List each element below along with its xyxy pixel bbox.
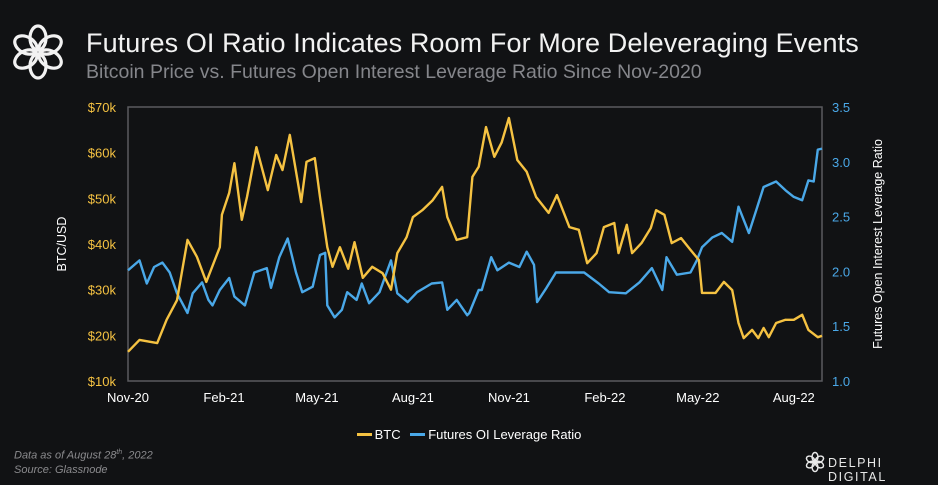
legend-item-btc: BTC [356, 427, 401, 442]
legend-item-oi: Futures OI Leverage Ratio [410, 427, 581, 442]
x-tick-label: Feb-21 [203, 390, 244, 405]
legend-label-btc: BTC [374, 427, 401, 442]
right-tick-label: 1.0 [832, 374, 850, 389]
left-tick-label: $20k [88, 328, 117, 343]
x-axis-ticks: Nov-20 Feb-21 May-21 Aug-21 Nov-21 Feb-22 May-… [107, 390, 815, 405]
legend: BTC Futures OI Leverage Ratio [0, 424, 938, 442]
data-date-year: , 2022 [122, 449, 153, 462]
x-tick-label: Nov-21 [488, 390, 530, 405]
left-tick-label: $70k [88, 100, 117, 115]
delphi-logo-icon [805, 451, 825, 473]
brand-logo-icon [13, 24, 63, 80]
chart-subtitle: Bitcoin Price vs. Futures Open Interest … [86, 61, 702, 83]
right-tick-label: 3.5 [832, 100, 850, 115]
data-date-text: Data as of August 28 [14, 449, 117, 462]
chart-title: Futures OI Ratio Indicates Room For More… [86, 28, 859, 58]
x-tick-label: Nov-20 [107, 390, 149, 405]
x-tick-label: Aug-22 [773, 390, 815, 405]
left-axis-label: BTC/USD [55, 217, 69, 272]
left-axis-ticks: $10k $20k $30k $40k $50k $60k $70k [88, 100, 117, 389]
left-tick-label: $30k [88, 283, 117, 298]
right-tick-label: 1.5 [832, 319, 850, 334]
data-date-sup: th [116, 449, 123, 456]
left-tick-label: $60k [88, 146, 117, 161]
x-tick-label: May-22 [676, 390, 719, 405]
x-tick-label: May-21 [295, 390, 338, 405]
data-date-note: Data as of August 28th, 2022 [14, 449, 153, 462]
x-tick-label: Feb-22 [584, 390, 625, 405]
legend-swatch-oi [410, 433, 426, 436]
brand-name: DELPHI DIGITAL [828, 456, 887, 484]
left-tick-label: $50k [88, 191, 117, 206]
legend-label-oi: Futures OI Leverage Ratio [428, 427, 582, 442]
right-axis-label: Futures Open Interest Leverage Ratio [871, 139, 885, 349]
right-tick-label: 3.0 [832, 155, 850, 170]
left-tick-label: $40k [88, 237, 117, 252]
right-axis-ticks: 1.0 1.5 2.0 2.5 3.0 3.5 [832, 100, 850, 389]
source-note: Source: Glassnode [14, 464, 108, 476]
left-tick-label: $10k [88, 374, 117, 389]
right-tick-label: 2.0 [832, 264, 850, 279]
oi-leverage-ratio-line [127, 147, 823, 319]
btc-price-line [127, 116, 823, 353]
x-tick-label: Aug-21 [392, 390, 434, 405]
legend-swatch-btc [356, 433, 372, 436]
right-tick-label: 2.5 [832, 210, 850, 225]
plot-frame [127, 106, 823, 382]
series-lines [127, 116, 823, 353]
